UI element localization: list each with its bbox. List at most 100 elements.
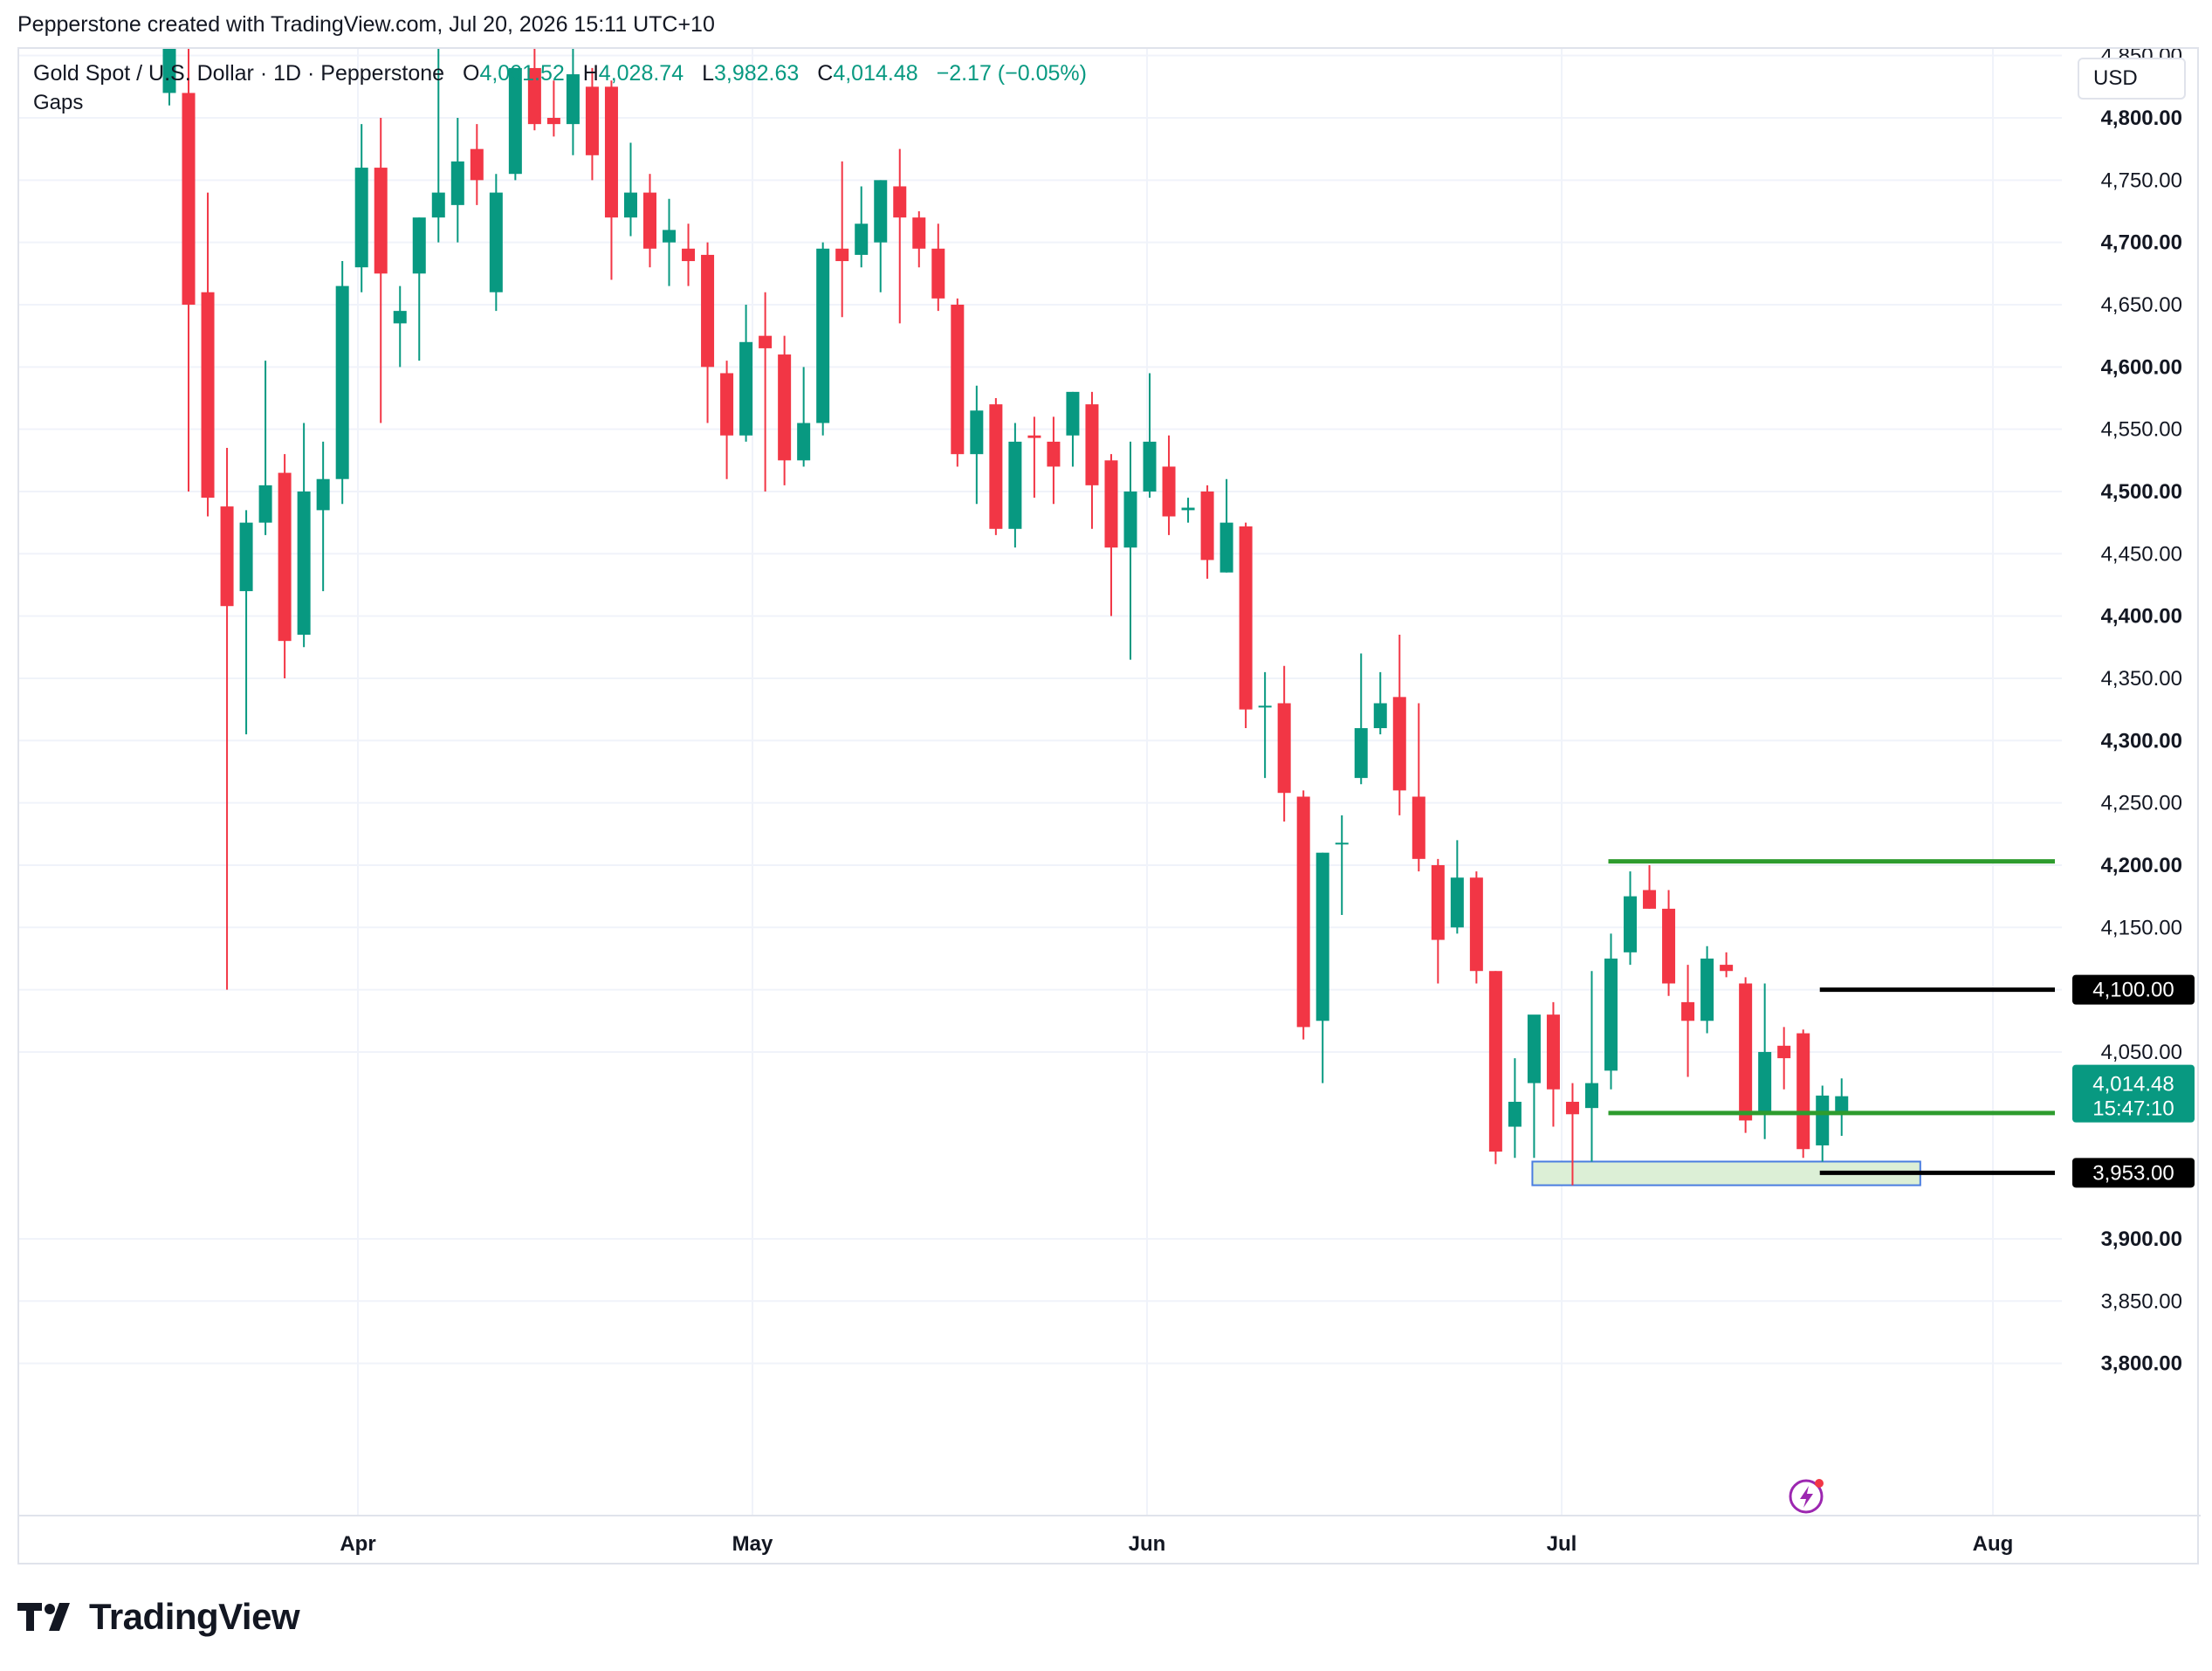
candle <box>1047 416 1061 505</box>
candle-body <box>1085 404 1099 485</box>
y-axis-tick-label: 4,650.00 <box>2101 293 2182 317</box>
candle <box>797 367 811 467</box>
candle <box>1469 871 1483 984</box>
candle <box>1066 391 1080 467</box>
candle-body <box>162 49 176 93</box>
candle-body <box>1816 1095 1830 1145</box>
candle <box>778 335 792 485</box>
x-axis-month-label: Jun <box>1129 1532 1166 1556</box>
candle-body <box>1662 908 1676 984</box>
candle <box>393 285 407 368</box>
candle <box>1239 522 1253 729</box>
candle <box>893 148 907 324</box>
change-value: −2.17 (−0.05%) <box>936 61 1087 86</box>
candle <box>1565 1083 1579 1186</box>
candle <box>701 242 715 423</box>
candle <box>546 80 560 137</box>
candle-body <box>1123 491 1137 548</box>
candle <box>508 67 522 181</box>
candle <box>1835 1078 1849 1137</box>
candle <box>585 67 599 181</box>
currency-button[interactable]: USD <box>2078 58 2186 100</box>
candle <box>1758 983 1772 1139</box>
current-price-badge <box>2072 1064 2195 1123</box>
candle <box>1008 423 1022 548</box>
candle <box>412 217 426 361</box>
candle-body <box>258 485 272 523</box>
open-value: 4,001.52 <box>479 61 565 86</box>
candle <box>663 198 677 286</box>
candle <box>1219 478 1233 573</box>
current-price-text: 4,014.48 <box>2092 1073 2174 1097</box>
candle-body <box>663 230 677 243</box>
candle-body <box>1258 705 1272 708</box>
candle-body <box>239 522 253 592</box>
candle-body <box>643 192 656 249</box>
candle-body <box>354 168 368 268</box>
chart-panel[interactable]: 4,900.004,850.004,800.004,750.004,700.00… <box>17 47 2201 1566</box>
candle <box>1777 1027 1791 1090</box>
y-axis-tick-label: 4,050.00 <box>2101 1041 2182 1064</box>
candle <box>739 304 753 442</box>
y-axis-tick-label: 4,150.00 <box>2101 916 2182 939</box>
candle <box>1027 416 1041 499</box>
y-axis-tick-label: 4,450.00 <box>2101 542 2182 566</box>
attribution-text: Pepperstone created with TradingView.com… <box>17 12 715 37</box>
high-value: 4,028.74 <box>598 61 684 86</box>
indicator-label[interactable]: Gaps <box>33 91 84 114</box>
candle <box>1739 977 1753 1133</box>
candle <box>374 118 388 423</box>
candle <box>1277 665 1291 822</box>
candle <box>278 454 292 678</box>
x-axis-month-label: May <box>732 1532 773 1556</box>
candle-body <box>604 86 618 218</box>
candle <box>527 49 541 131</box>
candle-body <box>489 192 503 292</box>
candle <box>1604 933 1618 1090</box>
candle <box>354 124 368 292</box>
candle <box>623 142 637 237</box>
candle <box>855 186 869 268</box>
candle <box>1720 952 1734 978</box>
candle-body <box>701 254 715 368</box>
candle <box>989 397 1003 535</box>
candle <box>182 49 196 492</box>
candle-body <box>278 472 292 642</box>
footer-logo: TradingView <box>17 1596 300 1638</box>
candle-body <box>182 93 196 305</box>
y-axis-tick-label: 4,800.00 <box>2101 107 2182 130</box>
candle-body <box>816 248 830 423</box>
candle <box>1584 971 1598 1162</box>
y-axis-tick-label: 4,750.00 <box>2101 168 2182 192</box>
candle <box>431 49 445 243</box>
candle-body <box>874 180 888 243</box>
candle <box>1681 965 1695 1077</box>
candle <box>1527 1014 1541 1159</box>
candle <box>297 423 311 648</box>
candle-body <box>297 491 311 636</box>
candle-body <box>1508 1102 1522 1127</box>
candle <box>1104 454 1118 616</box>
candle <box>1373 671 1387 735</box>
candle-body <box>1143 441 1157 492</box>
candle-body <box>797 423 811 461</box>
candle-body <box>720 373 734 436</box>
candle-body <box>1546 1014 1560 1090</box>
candle <box>470 124 484 205</box>
candle-body <box>1777 1045 1791 1059</box>
candle-body <box>970 410 984 455</box>
candle <box>1643 864 1657 909</box>
candle-body <box>1720 965 1734 972</box>
candle-body <box>1624 896 1638 952</box>
candle-body <box>450 161 464 205</box>
candle-body <box>1162 466 1176 517</box>
candle-body <box>1296 796 1310 1028</box>
candle <box>201 192 215 517</box>
candle-body <box>1335 842 1349 845</box>
candle-body <box>546 118 560 125</box>
candle <box>1624 871 1638 966</box>
candle-body <box>1316 852 1329 1021</box>
price-chart[interactable]: 4,900.004,850.004,800.004,750.004,700.00… <box>19 49 2201 1566</box>
candle-body <box>1835 1096 1849 1113</box>
y-axis-tick-label: 4,600.00 <box>2101 355 2182 379</box>
